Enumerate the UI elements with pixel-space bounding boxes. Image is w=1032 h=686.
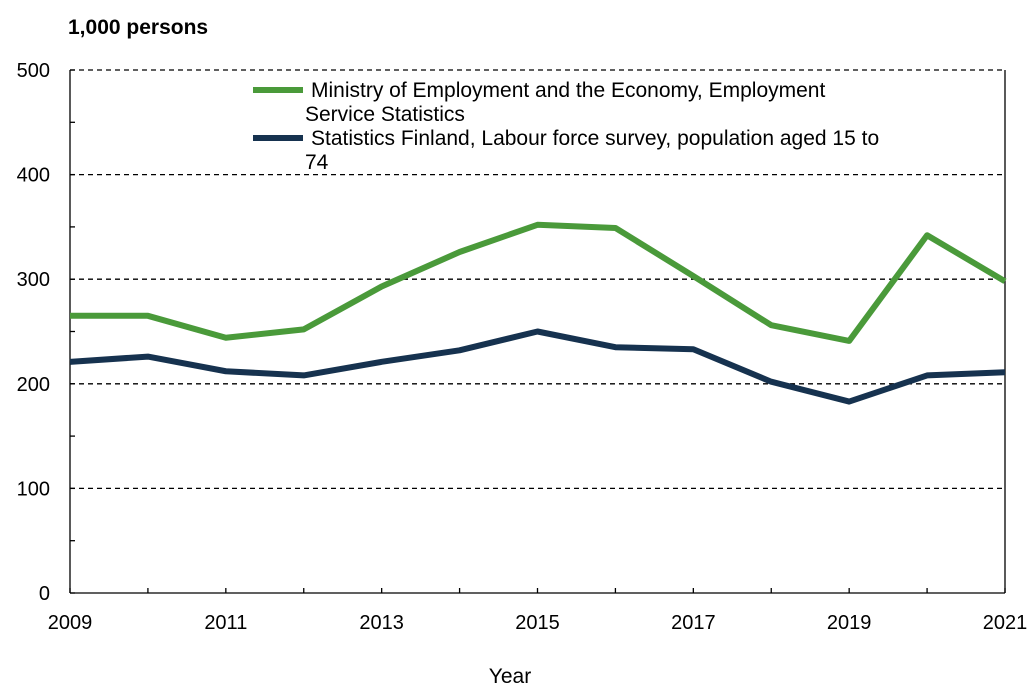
gridlines xyxy=(70,69,1005,490)
series-lines xyxy=(67,221,1008,405)
x-axis-label: Year xyxy=(489,665,531,686)
y-tick-label-200: 200 xyxy=(17,374,50,396)
y-tick-label-300: 300 xyxy=(17,269,50,291)
axes xyxy=(69,69,1006,594)
data-point-series-1-2010 xyxy=(145,313,151,319)
data-point-series-2-2016 xyxy=(612,344,618,350)
y-tick-label-400: 400 xyxy=(17,165,50,187)
data-point-series-2-2015 xyxy=(535,329,541,335)
data-point-series-2-2018 xyxy=(768,379,774,385)
y-tick-label-100: 100 xyxy=(17,478,50,500)
data-point-series-1-2018 xyxy=(768,322,774,328)
data-point-series-2-2011 xyxy=(223,368,229,374)
data-point-series-1-2009 xyxy=(67,313,73,319)
x-tick-label-2015: 2015 xyxy=(515,612,560,634)
data-point-series-2-2012 xyxy=(301,372,307,378)
x-tick-label-2011: 2011 xyxy=(204,612,247,634)
data-point-series-1-2016 xyxy=(612,225,618,231)
data-point-series-1-2019 xyxy=(846,338,852,344)
y-tick-label-0: 0 xyxy=(39,583,50,605)
data-point-series-1-2020 xyxy=(924,232,930,238)
y-axis-unit-label: 1,000 persons xyxy=(68,16,208,39)
tick-labels: 0 100 200 300 400 500 2009 2011 2013 2015 2017 2019… xyxy=(17,60,1028,634)
data-point-series-2-2010 xyxy=(145,354,151,360)
data-point-series-1-2012 xyxy=(301,326,307,332)
x-tick-label-2019: 2019 xyxy=(827,612,872,634)
data-point-series-2-2014 xyxy=(457,347,463,353)
data-point-series-1-2011 xyxy=(223,335,229,341)
data-point-series-1-2021 xyxy=(1002,278,1008,284)
data-point-series-2-2013 xyxy=(379,359,385,365)
x-tick-label-2013: 2013 xyxy=(359,612,404,634)
data-point-series-1-2014 xyxy=(457,249,463,255)
x-tick-label-2017: 2017 xyxy=(671,612,716,634)
series-line-1 xyxy=(70,221,1007,344)
data-point-series-2-2021 xyxy=(1002,369,1008,375)
data-point-series-2-2020 xyxy=(924,372,930,378)
x-tick-label-2009: 2009 xyxy=(48,612,93,634)
y-tick-label-500: 500 xyxy=(17,60,50,82)
series-line-2 xyxy=(69,328,1006,405)
data-point-series-2-2019 xyxy=(846,399,852,405)
legend-label-1: Ministry of Employment and the Economy, … xyxy=(305,79,825,126)
x-tick-label-2021: 2021 xyxy=(983,612,1028,634)
legend: Ministry of Employment and the Economy, … xyxy=(253,79,879,174)
data-point-series-2-2017 xyxy=(690,346,696,352)
legend-label-2: Statistics Finland, Labour force survey,… xyxy=(305,127,879,174)
data-point-series-1-2013 xyxy=(379,284,385,290)
data-point-series-2-2009 xyxy=(67,359,73,365)
data-point-series-1-2017 xyxy=(690,273,696,279)
data-point-series-1-2015 xyxy=(535,222,541,228)
